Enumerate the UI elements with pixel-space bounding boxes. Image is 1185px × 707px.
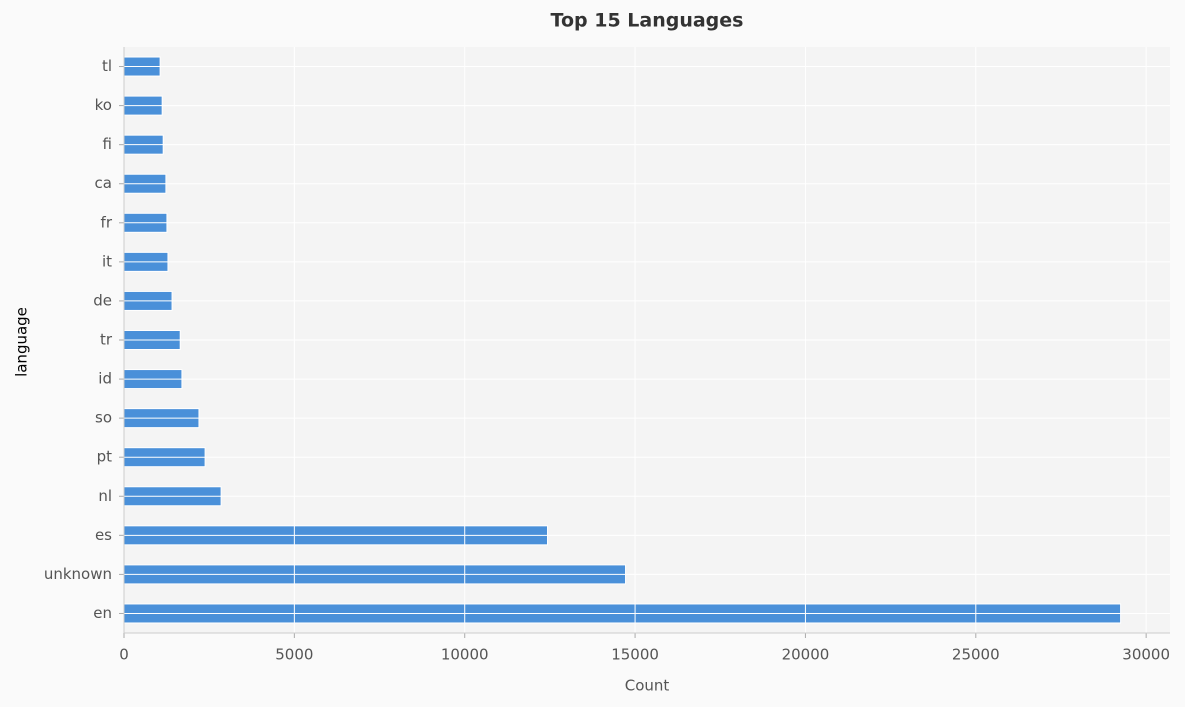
y-tick-label: ko xyxy=(95,96,112,114)
y-tick-label: de xyxy=(93,291,112,309)
y-tick-label: id xyxy=(98,370,112,388)
y-tick-label: en xyxy=(93,604,112,622)
y-tick-label: tl xyxy=(102,57,112,75)
y-tick-label: es xyxy=(95,526,112,544)
y-tick-label: so xyxy=(95,409,112,427)
y-tick-label: tr xyxy=(100,331,113,349)
x-tick-label: 0 xyxy=(119,646,129,664)
y-tick-label: unknown xyxy=(44,565,112,583)
x-axis-label: Count xyxy=(625,677,670,695)
x-tick-label: 30000 xyxy=(1122,646,1170,664)
y-tick-label: nl xyxy=(98,487,112,505)
x-tick-label: 10000 xyxy=(441,646,489,664)
y-tick-label: ca xyxy=(95,174,112,192)
x-tick-label: 5000 xyxy=(275,646,313,664)
x-tick-label: 15000 xyxy=(611,646,659,664)
y-axis-label: language xyxy=(13,307,31,377)
x-tick-label: 20000 xyxy=(782,646,830,664)
y-tick-label: it xyxy=(102,252,112,270)
y-tick-label: pt xyxy=(97,448,113,466)
y-tick-label: fi xyxy=(103,135,112,153)
x-tick-label: 25000 xyxy=(952,646,1000,664)
chart-title: Top 15 Languages xyxy=(551,10,744,32)
y-tick-label: fr xyxy=(101,213,113,231)
